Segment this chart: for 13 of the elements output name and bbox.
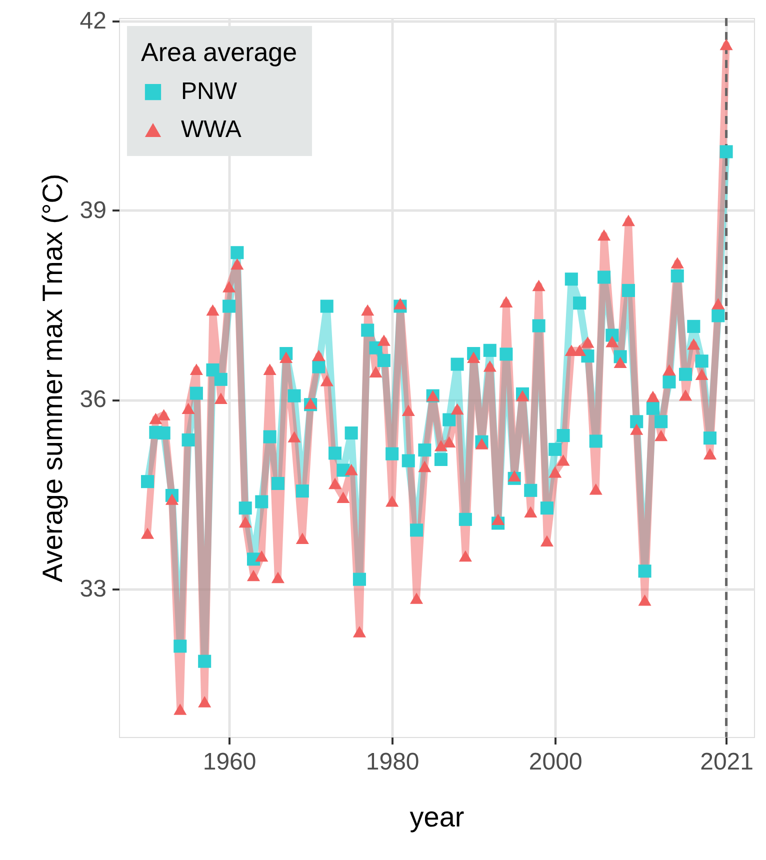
legend-label: PNW [181,78,238,105]
y-tick-label: 36 [80,386,106,414]
legend-label: WWA [181,116,242,143]
y-axis-title: Average summer max Tmax (°C) [36,174,68,582]
legend-title: Area average [141,37,298,67]
x-axis-title: year [410,802,464,832]
x-tick-label: 2000 [528,748,582,776]
y-tick-label: 39 [80,196,106,224]
y-tick-label: 42 [80,8,106,35]
x-tick-label: 1980 [366,748,420,776]
y-tick-label: 33 [80,575,106,602]
x-tick-label: 1960 [202,748,256,776]
x-tick-label: 2021 [700,748,754,776]
